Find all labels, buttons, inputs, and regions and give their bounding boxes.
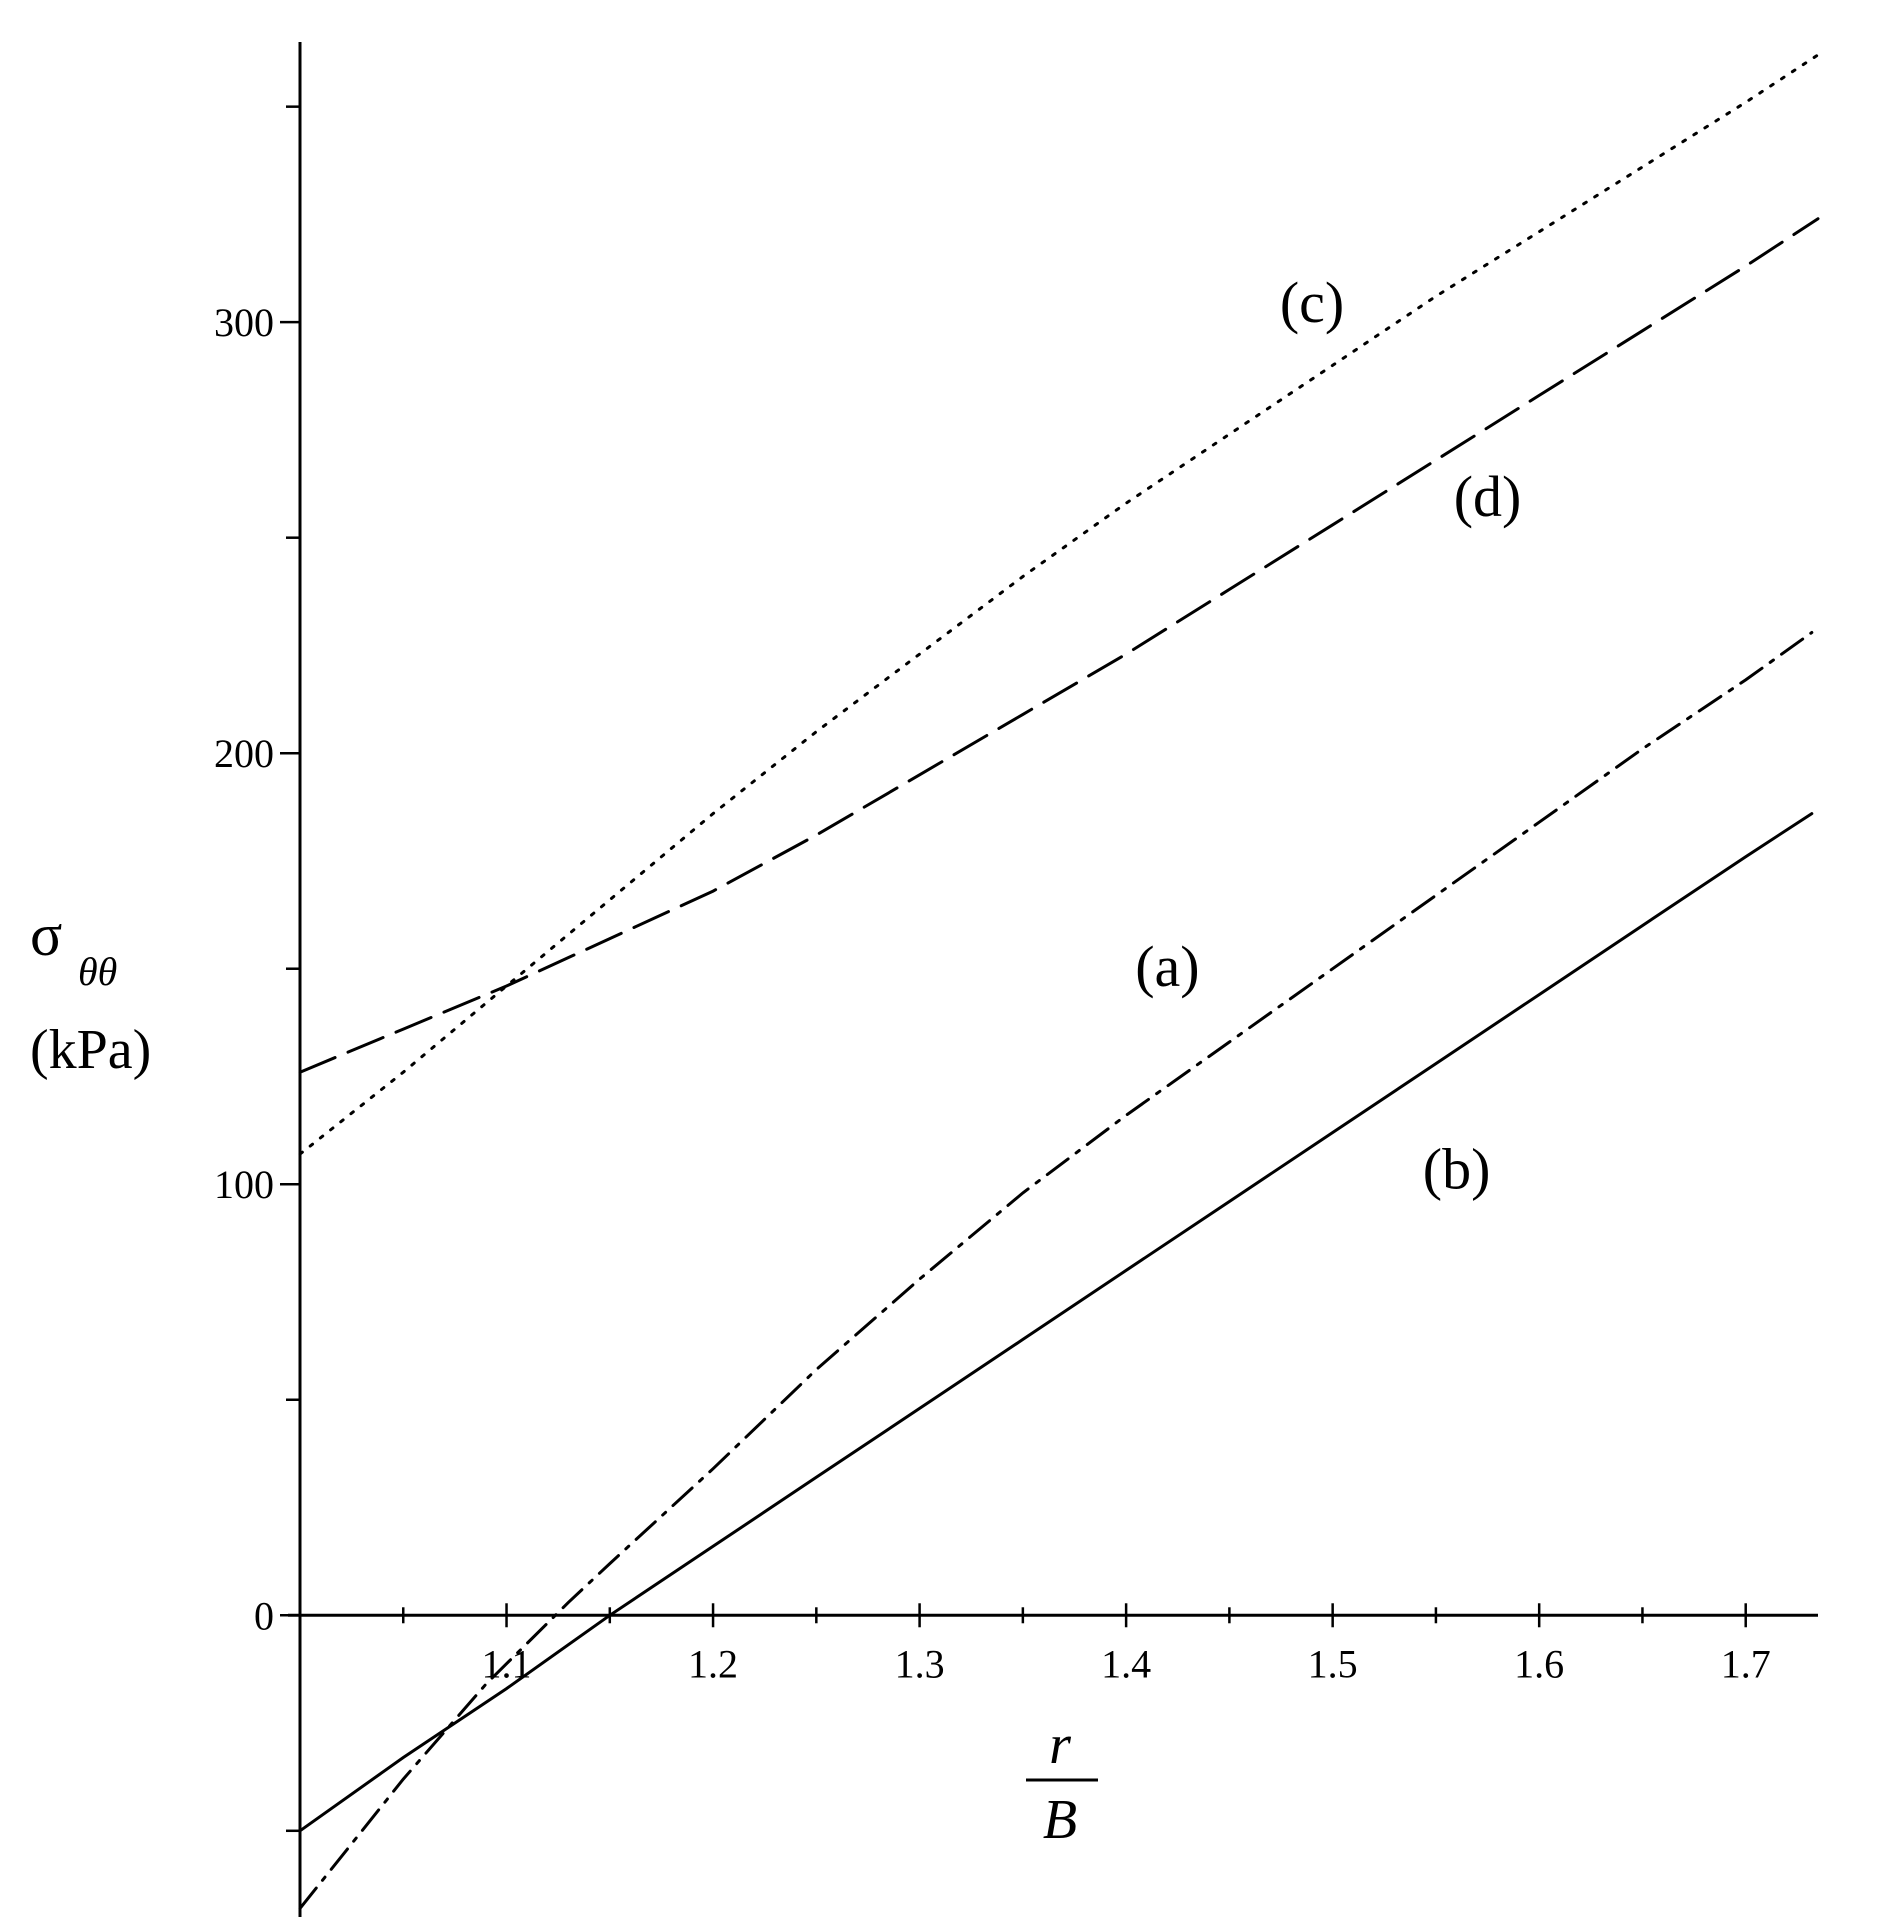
x-axis-title: r B: [1026, 1714, 1098, 1851]
y-axis-title: σ θθ (kPa): [30, 902, 151, 1081]
x-ticks: [298, 1603, 1747, 1628]
x-axis-numerator: r: [1049, 1714, 1071, 1776]
x-tick-label: 1.5: [1308, 1641, 1358, 1686]
x-tick-labels: 1.1 1.2 1.3 1.4 1.5 1.6 1.7: [482, 1641, 1771, 1686]
y-ticks: [280, 105, 300, 1833]
y-tick-label: 200: [214, 731, 274, 776]
series-label: (d): [1454, 464, 1522, 529]
series-line: [298, 53, 1820, 1156]
x-tick-label: 1.3: [895, 1641, 945, 1686]
y-tick-label: 0: [254, 1593, 274, 1638]
x-tick-label: 1.2: [688, 1641, 738, 1686]
series-label: (c): [1280, 270, 1344, 335]
y-tick-label: 300: [214, 300, 274, 345]
x-tick-label: 1.7: [1721, 1641, 1771, 1686]
y-tick-labels: 0 100 200 300: [214, 300, 274, 1638]
series-line: [298, 631, 1814, 1910]
y-tick-label: 100: [214, 1162, 274, 1207]
y-axis-symbol: σ: [30, 902, 62, 968]
x-tick-label: 1.6: [1514, 1641, 1564, 1686]
series-line: [298, 217, 1820, 1074]
series-label: (a): [1135, 934, 1199, 999]
curves: [298, 53, 1820, 1910]
y-axis-unit: (kPa): [30, 1019, 151, 1081]
series-label: (b): [1423, 1137, 1491, 1202]
x-axis-denominator: B: [1043, 1789, 1077, 1851]
series-line: [298, 812, 1814, 1833]
curve-labels: (a) (b) (c) (d): [1135, 270, 1521, 1201]
y-axis-subscript: θθ: [78, 949, 117, 994]
x-tick-label: 1.4: [1101, 1641, 1151, 1686]
